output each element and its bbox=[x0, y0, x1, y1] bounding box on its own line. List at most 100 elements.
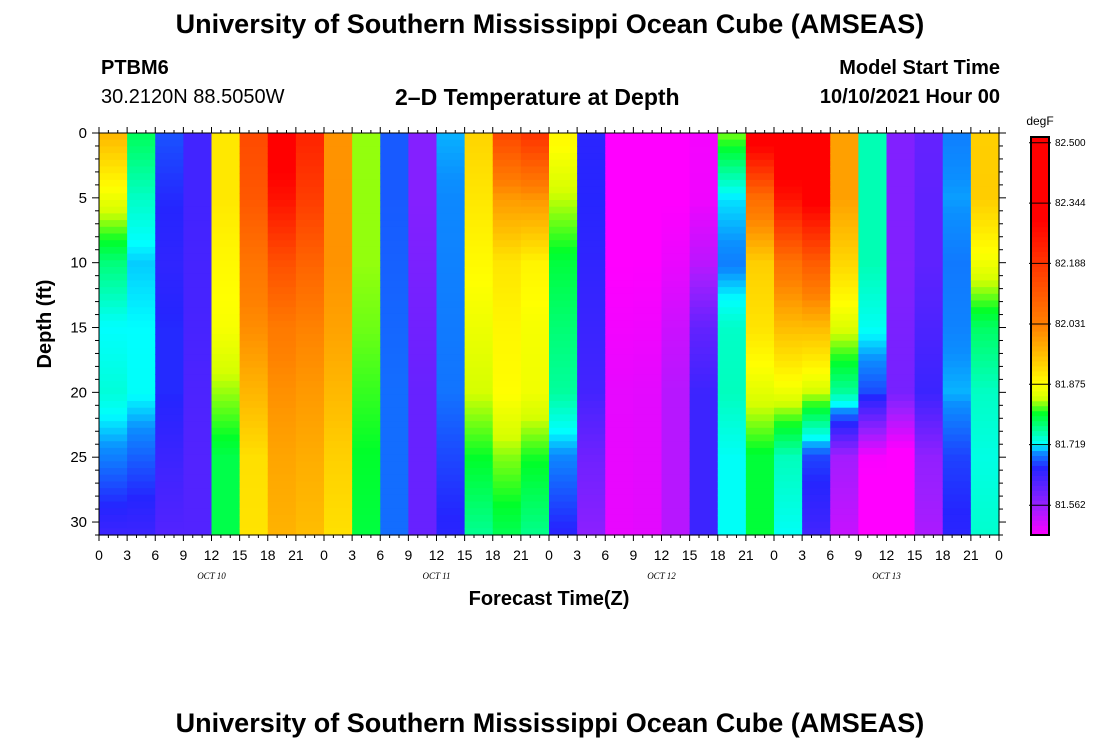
heatmap-cell bbox=[324, 246, 353, 255]
heatmap-cell bbox=[127, 159, 156, 168]
heatmap-cell bbox=[914, 367, 944, 375]
heatmap-cell bbox=[774, 146, 803, 154]
heatmap-cell bbox=[408, 327, 438, 335]
heatmap-cell bbox=[324, 200, 353, 208]
heatmap-cell bbox=[577, 307, 606, 315]
heatmap-cell bbox=[633, 494, 663, 503]
heatmap-cell bbox=[970, 226, 1000, 235]
heatmap-cell bbox=[717, 233, 747, 241]
heatmap-cell bbox=[127, 521, 156, 529]
heatmap-cell bbox=[914, 481, 944, 489]
heatmap-cell bbox=[549, 508, 578, 516]
heatmap-cell bbox=[774, 200, 803, 208]
heatmap-cell bbox=[774, 193, 803, 201]
heatmap-cell bbox=[155, 521, 184, 529]
heatmap-cell bbox=[464, 360, 494, 369]
heatmap-cell bbox=[352, 414, 381, 422]
heatmap-cell bbox=[520, 206, 550, 214]
heatmap-cell bbox=[605, 186, 634, 194]
heatmap-cell bbox=[886, 159, 916, 168]
heatmap-cell bbox=[239, 179, 269, 188]
heatmap-cell bbox=[352, 233, 381, 241]
heatmap-cell bbox=[633, 508, 663, 516]
heatmap-cell bbox=[745, 260, 775, 268]
heatmap-cell bbox=[914, 200, 944, 208]
heatmap-cell bbox=[605, 213, 634, 221]
heatmap-cell bbox=[408, 253, 438, 261]
heatmap-cell bbox=[942, 481, 972, 489]
heatmap-cell bbox=[436, 179, 466, 188]
heatmap-cell bbox=[914, 528, 944, 536]
heatmap-cell bbox=[380, 267, 409, 275]
heatmap-cell bbox=[295, 313, 325, 322]
heatmap-cell bbox=[211, 133, 241, 141]
heatmap-cell bbox=[830, 307, 859, 315]
heatmap-cell bbox=[745, 501, 775, 509]
heatmap-cell bbox=[352, 206, 381, 214]
heatmap-cell bbox=[211, 347, 241, 355]
heatmap-cell bbox=[239, 454, 269, 462]
heatmap-cell bbox=[408, 427, 438, 436]
heatmap-cell bbox=[127, 454, 156, 462]
heatmap-cell bbox=[99, 240, 128, 248]
heatmap-cell bbox=[267, 307, 297, 315]
heatmap-cell bbox=[661, 166, 691, 174]
heatmap-cell bbox=[774, 454, 803, 462]
heatmap-cell bbox=[774, 340, 803, 348]
heatmap-cell bbox=[267, 206, 297, 214]
heatmap-cell bbox=[183, 193, 213, 201]
heatmap-cell bbox=[520, 307, 550, 315]
heatmap-cell bbox=[352, 528, 381, 536]
heatmap-cell bbox=[464, 481, 494, 489]
heatmap-cell bbox=[183, 240, 213, 248]
heatmap-cell bbox=[802, 441, 831, 449]
heatmap-cell bbox=[127, 220, 156, 228]
heatmap-cell bbox=[886, 220, 916, 228]
colorbar-tick-label: 81.562 bbox=[1055, 500, 1086, 511]
colorbar-segment bbox=[1031, 520, 1049, 526]
heatmap-cell bbox=[99, 273, 128, 281]
heatmap-cell bbox=[942, 501, 972, 509]
heatmap-cell bbox=[352, 494, 381, 503]
heatmap-cell bbox=[886, 494, 916, 503]
heatmap-cell bbox=[886, 407, 916, 415]
heatmap-cell bbox=[239, 340, 269, 348]
colorbar-segment bbox=[1031, 191, 1049, 198]
heatmap-cell bbox=[717, 394, 747, 402]
heatmap-cell bbox=[605, 434, 634, 442]
heatmap-cell bbox=[127, 374, 156, 382]
heatmap-cell bbox=[520, 374, 550, 382]
heatmap-cell bbox=[661, 153, 691, 161]
heatmap-cell bbox=[605, 273, 634, 281]
heatmap-cell bbox=[689, 213, 719, 221]
heatmap-cell bbox=[352, 159, 381, 168]
heatmap-cell bbox=[211, 146, 241, 154]
heatmap-cell bbox=[689, 488, 719, 496]
heatmap-cell bbox=[661, 401, 691, 409]
heatmap-cell bbox=[605, 514, 634, 523]
heatmap-cell bbox=[858, 461, 888, 469]
heatmap-cell bbox=[689, 521, 719, 529]
heatmap-cell bbox=[267, 461, 297, 469]
colorbar-segment bbox=[1031, 400, 1049, 407]
heatmap-cell bbox=[324, 233, 353, 241]
heatmap-cell bbox=[661, 293, 691, 302]
heatmap-cell bbox=[352, 461, 381, 469]
heatmap-cell bbox=[914, 220, 944, 228]
heatmap-cell bbox=[436, 206, 466, 214]
heatmap-cell bbox=[520, 474, 550, 482]
heatmap-cell bbox=[127, 213, 156, 221]
heatmap-cell bbox=[211, 441, 241, 449]
heatmap-cell bbox=[802, 407, 831, 415]
heatmap-cell bbox=[295, 253, 325, 261]
heatmap-cell bbox=[717, 488, 747, 496]
heatmap-cell bbox=[324, 441, 353, 449]
colorbar-segment bbox=[1031, 510, 1049, 516]
heatmap-cell bbox=[858, 347, 888, 355]
heatmap-cell bbox=[408, 468, 438, 476]
heatmap-cell bbox=[267, 233, 297, 241]
heatmap-cell bbox=[830, 447, 859, 456]
heatmap-cell bbox=[970, 313, 1000, 322]
heatmap-cell bbox=[549, 421, 578, 429]
heatmap-cell bbox=[661, 287, 691, 295]
